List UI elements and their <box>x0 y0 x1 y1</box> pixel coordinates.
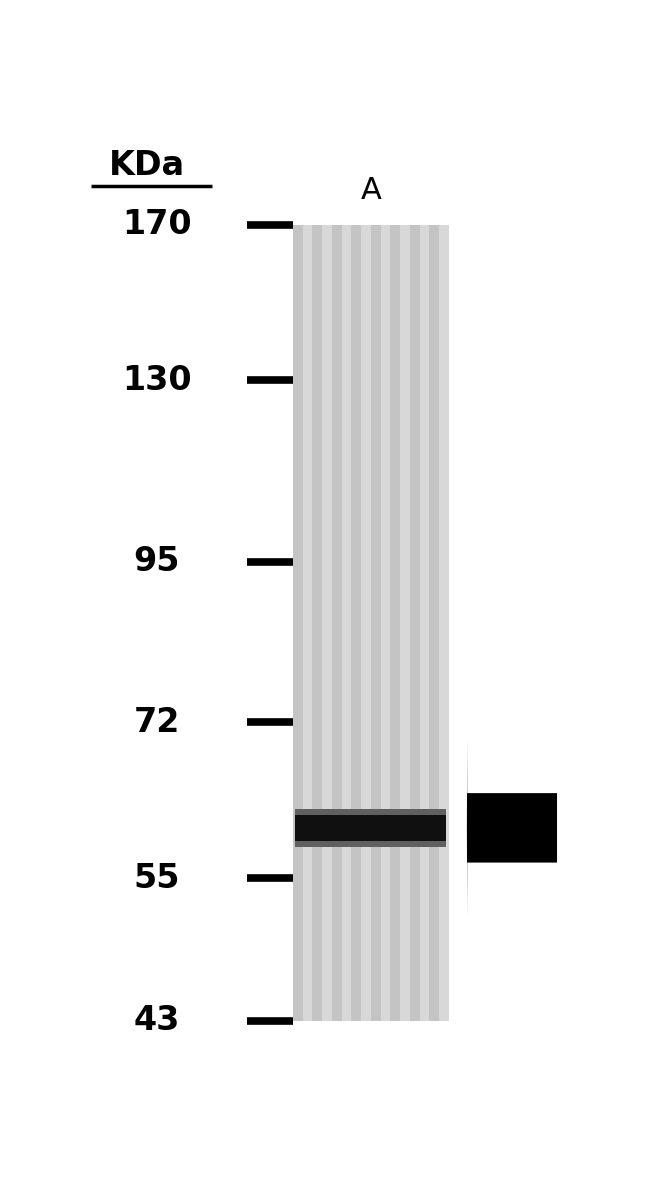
Bar <box>381 225 391 1020</box>
Bar <box>410 225 420 1020</box>
Bar <box>371 225 381 1020</box>
Text: A: A <box>361 176 382 204</box>
Text: 170: 170 <box>122 208 192 241</box>
Bar <box>295 815 447 841</box>
Bar <box>391 225 400 1020</box>
Bar <box>292 225 303 1020</box>
Text: 43: 43 <box>134 1004 180 1037</box>
Bar <box>295 809 447 847</box>
Bar <box>400 225 410 1020</box>
Text: 95: 95 <box>133 545 180 579</box>
Text: 55: 55 <box>133 861 180 895</box>
Bar <box>439 225 449 1020</box>
Bar <box>342 225 352 1020</box>
Bar <box>420 225 430 1020</box>
Bar <box>322 225 332 1020</box>
Text: KDa: KDa <box>109 148 185 182</box>
Bar <box>292 225 449 1020</box>
Bar <box>361 225 371 1020</box>
Bar <box>430 225 439 1020</box>
Text: 72: 72 <box>134 706 180 739</box>
Bar <box>303 225 313 1020</box>
Bar <box>352 225 361 1020</box>
Text: 130: 130 <box>122 364 192 397</box>
Bar <box>313 225 322 1020</box>
Bar <box>332 225 342 1020</box>
